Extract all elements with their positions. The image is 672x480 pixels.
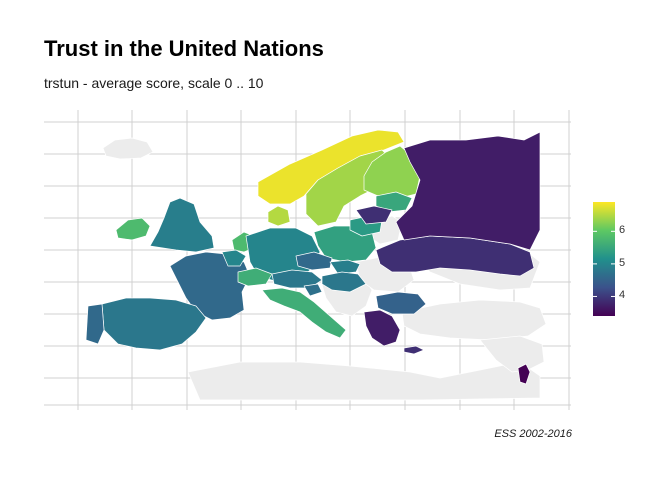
region-cyprus	[403, 345, 425, 355]
legend-tick-label: 6	[619, 224, 626, 237]
region-portugal	[85, 303, 105, 345]
region-slovakia	[329, 259, 361, 275]
middle-east-shape	[479, 335, 545, 373]
region-czechia	[295, 251, 333, 271]
region-ireland	[115, 217, 151, 241]
color-legend	[593, 202, 615, 316]
region-belgium	[221, 249, 247, 267]
map-subtitle: trstun - average score, scale 0 .. 10	[44, 75, 264, 91]
legend-colorbar	[593, 202, 615, 316]
iceland-shape	[102, 137, 154, 160]
legend-tick-label: 4	[619, 289, 626, 302]
region-italy	[261, 287, 347, 339]
region-russia	[395, 131, 541, 251]
region-bulgaria	[375, 291, 427, 315]
region-denmark	[267, 205, 291, 227]
region-israel	[517, 363, 531, 385]
source-caption: ESS 2002-2016	[494, 428, 572, 440]
map-title: Trust in the United Nations	[44, 36, 324, 61]
north-africa-shape	[187, 361, 541, 401]
region-switzerland	[237, 267, 273, 287]
region-spain	[101, 297, 207, 351]
region-slovenia	[303, 283, 323, 297]
region-greece	[363, 309, 401, 347]
region-latvia	[355, 205, 393, 225]
region-hungary	[321, 271, 367, 293]
region-united-kingdom	[149, 197, 215, 253]
legend-tick-label: 5	[619, 256, 626, 269]
region-estonia	[375, 191, 413, 213]
turkey-shape	[401, 299, 547, 341]
region-france	[169, 251, 251, 321]
country-regions	[85, 129, 541, 385]
